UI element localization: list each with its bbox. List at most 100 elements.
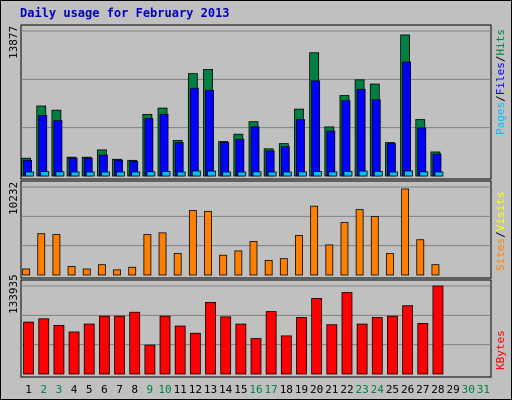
files-bar (417, 127, 427, 177)
day-label: 10 (158, 383, 171, 396)
day-label: 9 (147, 383, 154, 396)
kbytes-bar (98, 315, 110, 375)
kbytes-bar (159, 315, 171, 375)
kbytes-bar (53, 324, 65, 375)
visits-bar (370, 216, 379, 276)
legend-files: Files (494, 62, 507, 95)
kbytes-bar (265, 311, 277, 375)
kbytes-bar (371, 317, 383, 375)
visits-bar (143, 234, 152, 276)
pages-bar (434, 171, 444, 177)
kbytes-bar (174, 325, 186, 375)
day-label: 21 (325, 383, 338, 396)
day-label: 13 (204, 383, 217, 396)
kbytes-bar (387, 315, 398, 375)
kbytes-bar (296, 317, 307, 375)
visits-bar (52, 234, 61, 276)
pages-bar (252, 171, 262, 177)
pages-bar (298, 171, 307, 177)
kbytes-bar (326, 324, 338, 375)
day-label: 30 (462, 383, 475, 396)
files-bar (402, 61, 412, 177)
axis-max-label: 13877 (7, 26, 20, 59)
pages-bar (313, 171, 323, 177)
pages-bar (207, 170, 216, 177)
day-label: 20 (310, 383, 323, 396)
bottom-panel: 133935 KBytes (7, 274, 507, 378)
day-label: 25 (386, 383, 399, 396)
files-bar (387, 143, 396, 177)
day-label: 2 (40, 383, 47, 396)
visits-bar (22, 268, 30, 276)
files-bar (250, 126, 260, 177)
visits-bar (173, 253, 182, 276)
visits-bar (355, 209, 364, 276)
pages-bar (40, 171, 50, 177)
visits-bar (97, 264, 106, 276)
legend-separator: / (494, 231, 507, 238)
middle-panel: 10232 Sites/Visits (7, 180, 507, 279)
day-label: 16 (249, 383, 262, 396)
day-label: 8 (131, 383, 138, 396)
visits-bar (295, 235, 303, 276)
files-bar (356, 88, 366, 177)
pages-bar (191, 170, 201, 177)
legend-separator: / (494, 95, 507, 102)
visits-bar (37, 233, 46, 276)
files-bar (235, 139, 245, 177)
axis-max-label: 133935 (7, 274, 20, 314)
visits-bar (431, 264, 440, 276)
kbytes-bar (23, 321, 34, 375)
legend-sites: Sites (494, 238, 507, 271)
visits-bar (219, 254, 228, 276)
day-label: 19 (295, 383, 308, 396)
day-label: 22 (340, 383, 353, 396)
legend-kbytes: KBytes (494, 330, 507, 370)
visits-bar (188, 210, 197, 276)
day-label: 17 (265, 383, 278, 396)
pages-bar (161, 171, 171, 177)
visits-bar (386, 253, 394, 276)
visits-bar (264, 259, 273, 276)
day-label: 7 (116, 383, 123, 396)
kbytes-bar (280, 335, 292, 375)
day-label: 24 (371, 383, 385, 396)
visits-bar (310, 205, 319, 276)
day-label: 28 (431, 383, 444, 396)
day-label: 29 (446, 383, 459, 396)
visits-bar (204, 210, 212, 276)
visits-bar (401, 188, 410, 276)
pages-bar (404, 170, 414, 177)
day-label: 4 (71, 383, 78, 396)
day-label: 31 (477, 383, 490, 396)
files-bar (189, 87, 199, 177)
visits-bar (234, 250, 243, 276)
day-label: 18 (280, 383, 293, 396)
pages-bar (116, 171, 125, 177)
panel-legend: KBytes (494, 330, 507, 370)
pages-bar (389, 171, 398, 177)
day-axis-labels: 1 2 3 4 5 6 7 8 9 10 11 12 13 14 15 16 17 18 19 20 21 22 23 24 2… (25, 383, 490, 396)
pages-bar (85, 171, 95, 177)
visits-bar (128, 266, 137, 276)
files-bar (53, 120, 63, 177)
visits-bar (279, 258, 288, 276)
pages-bar (131, 171, 141, 177)
pages-bar (222, 171, 232, 177)
day-label: 5 (86, 383, 93, 396)
files-bar (296, 119, 305, 177)
kbytes-bar (38, 318, 50, 375)
day-label: 15 (234, 383, 247, 396)
kbytes-bar (68, 331, 80, 375)
pages-bar (267, 171, 277, 177)
kbytes-bar (432, 285, 444, 375)
pages-bar (419, 171, 429, 177)
kbytes-bar (235, 323, 247, 375)
pages-bar (146, 171, 156, 177)
day-label: 3 (56, 383, 63, 396)
visits-bar (340, 222, 349, 276)
pages-bar (328, 171, 338, 177)
day-label: 27 (416, 383, 429, 396)
